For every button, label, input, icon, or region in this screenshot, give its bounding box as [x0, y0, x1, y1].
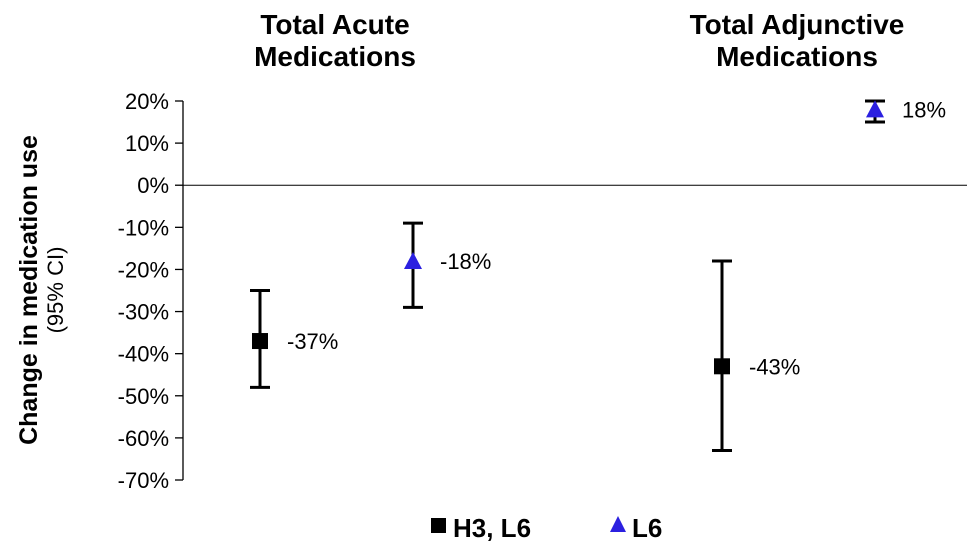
- y-tick-label: 20%: [125, 89, 169, 114]
- y-tick-label: -60%: [118, 426, 169, 451]
- legend-label: H3, L6: [453, 513, 531, 543]
- point-marker-triangle: [866, 100, 884, 118]
- data-label: -43%: [749, 354, 800, 379]
- y-tick-label: -50%: [118, 384, 169, 409]
- group-title-line2: Medications: [716, 41, 878, 72]
- y-tick-label: 10%: [125, 131, 169, 156]
- data-label: -37%: [287, 329, 338, 354]
- group-title-line1: Total Adjunctive: [690, 9, 905, 40]
- legend-marker-square: [431, 518, 446, 533]
- y-axis-title: Change in medication use (95% CI): [15, 135, 68, 445]
- y-axis: 20% 10% 0% -10% -20% -30% -40% -50% -60% -70%: [118, 89, 184, 493]
- legend: H3, L6 L6: [431, 513, 662, 543]
- point-marker-square: [714, 358, 730, 375]
- point-marker-square: [252, 333, 268, 350]
- plot-area: -37% -43% -18% 18%: [183, 97, 967, 453]
- group-title-line1: Total Acute: [260, 9, 409, 40]
- y-tick-label: -70%: [118, 468, 169, 493]
- data-label: -18%: [440, 249, 491, 274]
- y-tick-label: -10%: [118, 215, 169, 240]
- legend-marker-triangle: [610, 516, 626, 532]
- data-label: 18%: [902, 97, 946, 122]
- y-tick-label: 0%: [137, 173, 169, 198]
- y-axis-title: Change in medication use: [15, 135, 43, 445]
- y-tick-label: -20%: [118, 257, 169, 282]
- point-marker-triangle: [404, 252, 422, 270]
- y-tick-label: -40%: [118, 342, 169, 367]
- y-axis-subtitle: (95% CI): [43, 247, 68, 334]
- y-tick-label: -30%: [118, 300, 169, 325]
- legend-label: L6: [632, 513, 662, 543]
- group-title-line2: Medications: [254, 41, 416, 72]
